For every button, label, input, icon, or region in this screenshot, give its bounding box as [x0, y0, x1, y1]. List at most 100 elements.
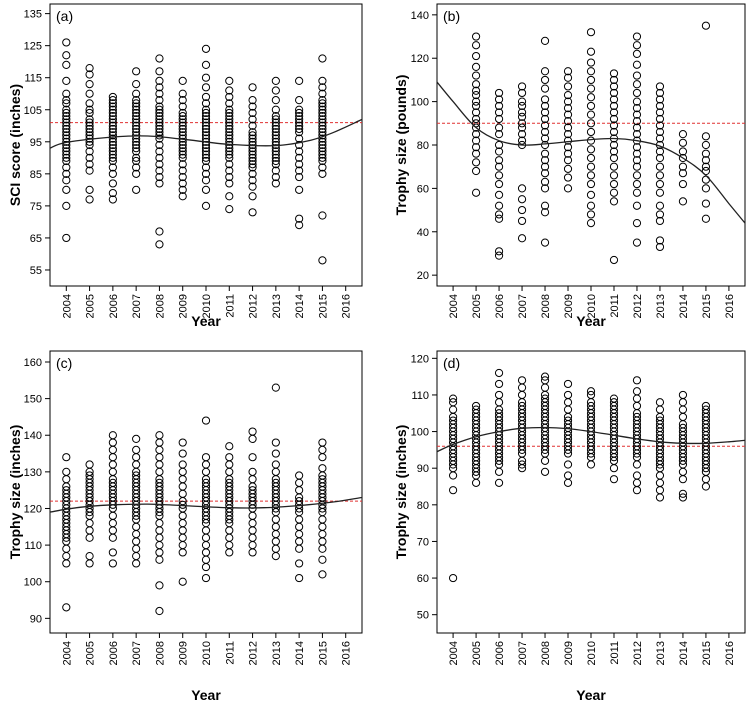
- data-point-2006: [108, 156, 117, 166]
- data-point-2010: [201, 144, 211, 153]
- data-point-2009: [178, 192, 187, 201]
- data-point-2005: [471, 41, 481, 50]
- data-point-2013: [271, 105, 280, 114]
- x-tick-label: 2008: [540, 294, 552, 318]
- data-point-2015: [318, 124, 327, 134]
- data-point-2005: [85, 460, 94, 469]
- data-point-2008: [155, 128, 164, 137]
- data-point-2004: [62, 147, 71, 156]
- data-point-2006: [494, 214, 504, 223]
- data-point-2014: [295, 124, 304, 134]
- data-point-2005: [85, 471, 94, 480]
- y-tick-label: 100: [411, 97, 429, 109]
- data-point-2009: [563, 143, 573, 152]
- data-point-2010: [586, 162, 596, 171]
- data-point-2009: [178, 121, 187, 130]
- data-point-2009: [178, 150, 187, 159]
- data-point-2014: [678, 390, 688, 400]
- x-tick-label: 2012: [248, 294, 260, 318]
- data-point-2005: [85, 137, 94, 146]
- data-point-2013: [655, 162, 665, 171]
- data-point-2014: [295, 140, 304, 150]
- x-tick-label: 2004: [448, 294, 460, 318]
- y-axis-title: SCI score (inches): [7, 84, 23, 206]
- data-point-2007: [517, 195, 527, 204]
- data-point-2006: [494, 156, 504, 165]
- plot-area: [50, 38, 362, 265]
- data-point-2013: [271, 438, 280, 447]
- x-tick-label: 2006: [108, 294, 120, 318]
- data-point-2008: [155, 118, 164, 127]
- data-point-2014: [295, 221, 304, 230]
- data-point-2006: [108, 478, 117, 487]
- data-point-2013: [655, 88, 665, 98]
- data-point-2005: [471, 401, 481, 411]
- data-point-2006: [494, 478, 504, 487]
- data-point-2015: [318, 140, 327, 150]
- data-point-2014: [678, 197, 688, 206]
- data-point-2006: [108, 131, 117, 140]
- data-point-2007: [132, 434, 141, 443]
- data-point-2006: [494, 162, 504, 171]
- data-point-2008: [155, 67, 164, 76]
- data-point-2012: [632, 97, 642, 106]
- data-point-2012: [248, 131, 257, 140]
- data-point-2006: [108, 108, 117, 118]
- data-point-2010: [201, 153, 211, 162]
- data-point-2010: [201, 416, 211, 425]
- data-point-2007: [132, 471, 141, 480]
- data-point-2005: [85, 63, 94, 73]
- data-point-2011: [225, 112, 234, 121]
- data-point-2010: [201, 108, 211, 118]
- data-point-2006: [494, 101, 504, 111]
- data-point-2008: [155, 115, 164, 124]
- data-point-2011: [225, 204, 234, 214]
- data-point-2014: [295, 185, 304, 194]
- plot-area: [50, 383, 362, 616]
- data-point-2008: [540, 376, 550, 385]
- data-point-2011: [225, 172, 234, 182]
- data-point-2004: [62, 467, 71, 476]
- data-point-2012: [248, 150, 257, 159]
- data-point-2015: [701, 184, 711, 193]
- data-point-2004: [448, 486, 458, 495]
- data-point-2012: [248, 96, 257, 105]
- data-point-2010: [586, 179, 596, 189]
- data-point-2008: [155, 124, 164, 134]
- data-point-2009: [563, 156, 573, 165]
- data-point-2009: [563, 390, 573, 400]
- data-point-2009: [178, 460, 187, 469]
- data-point-2005: [85, 118, 94, 127]
- y-tick-label: 85: [30, 169, 42, 181]
- data-point-2011: [609, 171, 619, 180]
- data-point-2011: [225, 147, 234, 156]
- data-point-2012: [248, 128, 257, 137]
- x-tick-label: 2005: [85, 294, 97, 318]
- y-tick-label: 110: [411, 390, 429, 402]
- data-point-2005: [85, 115, 94, 124]
- data-point-2012: [248, 108, 257, 118]
- data-point-2006: [494, 368, 504, 378]
- data-point-2010: [586, 93, 596, 102]
- data-point-2008: [540, 149, 550, 158]
- data-point-2014: [295, 112, 304, 121]
- data-point-2004: [62, 128, 71, 137]
- data-point-2005: [85, 551, 94, 561]
- data-point-2010: [586, 47, 596, 56]
- data-point-2008: [540, 127, 550, 137]
- data-point-2007: [132, 140, 141, 150]
- data-point-2012: [248, 192, 257, 201]
- data-point-2009: [563, 97, 573, 106]
- x-tick-label: 2004: [448, 641, 460, 665]
- data-point-2011: [225, 134, 234, 143]
- y-tick-label: 60: [417, 183, 429, 195]
- data-point-2007: [517, 460, 527, 469]
- data-point-2010: [201, 478, 211, 487]
- data-point-2012: [248, 115, 257, 124]
- data-point-2012: [632, 130, 642, 139]
- data-point-2015: [318, 555, 327, 564]
- data-point-2004: [62, 121, 71, 130]
- data-point-2011: [609, 101, 619, 111]
- data-point-2013: [271, 383, 280, 392]
